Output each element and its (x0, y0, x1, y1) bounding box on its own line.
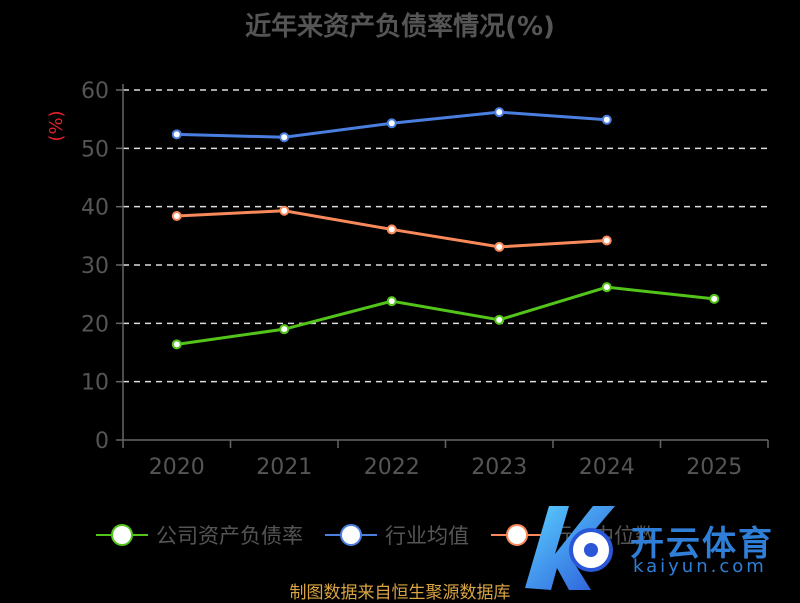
legend-swatch-icon (325, 523, 377, 547)
data-point (279, 205, 290, 216)
data-point (386, 118, 397, 129)
x-tick-label: 2022 (364, 455, 420, 480)
y-tick-label: 60 (81, 79, 109, 104)
legend-item[interactable]: 公司资产负债率 (96, 520, 303, 550)
series-line (176, 285, 715, 346)
chart-title: 近年来资产负债率情况(%) (245, 12, 555, 42)
legend-label: 行业均值 (385, 524, 469, 548)
x-tick-label: 2023 (471, 455, 527, 480)
y-axis-label: (%) (46, 110, 67, 141)
axes: 0 10 20 30 40 50 60 2020 2021 2022 2023 2024 2025 (81, 79, 769, 480)
watermark: 开云体育 kaiyun.com (515, 498, 800, 600)
series-group (171, 107, 720, 350)
data-point (601, 282, 612, 293)
data-point (386, 224, 397, 235)
y-tick-label: 30 (81, 254, 109, 279)
watermark-text: 开云体育 (630, 524, 774, 564)
data-point (494, 314, 505, 325)
legend-swatch-icon (96, 523, 148, 547)
watermark-subtext: kaiyun.com (633, 556, 767, 577)
data-point (709, 293, 720, 304)
data-point (171, 339, 182, 350)
y-tick-label: 40 (81, 196, 109, 221)
data-point (601, 235, 612, 246)
data-point (601, 114, 612, 125)
y-tick-label: 0 (95, 429, 109, 454)
x-tick-label: 2025 (686, 455, 742, 480)
data-point (171, 129, 182, 140)
data-point (171, 211, 182, 221)
y-tick-label: 10 (81, 371, 109, 396)
data-point (279, 324, 290, 335)
data-point (494, 241, 505, 252)
legend-item[interactable]: 行业均值 (325, 520, 469, 550)
y-tick-label: 50 (81, 137, 109, 162)
x-tick-label: 2021 (256, 455, 312, 480)
grid-lines (123, 89, 768, 383)
y-tick-label: 20 (81, 312, 109, 337)
data-point (386, 296, 397, 307)
watermark-logo-icon (525, 506, 615, 590)
legend-swatch-icon (491, 523, 543, 547)
data-point (494, 107, 505, 118)
source-note: 制图数据来自恒生聚源数据库 (289, 583, 511, 603)
legend-label: 公司资产负债率 (156, 524, 303, 548)
data-point (279, 132, 290, 143)
x-tick-label: 2020 (149, 455, 205, 480)
x-tick-label: 2024 (579, 455, 635, 480)
